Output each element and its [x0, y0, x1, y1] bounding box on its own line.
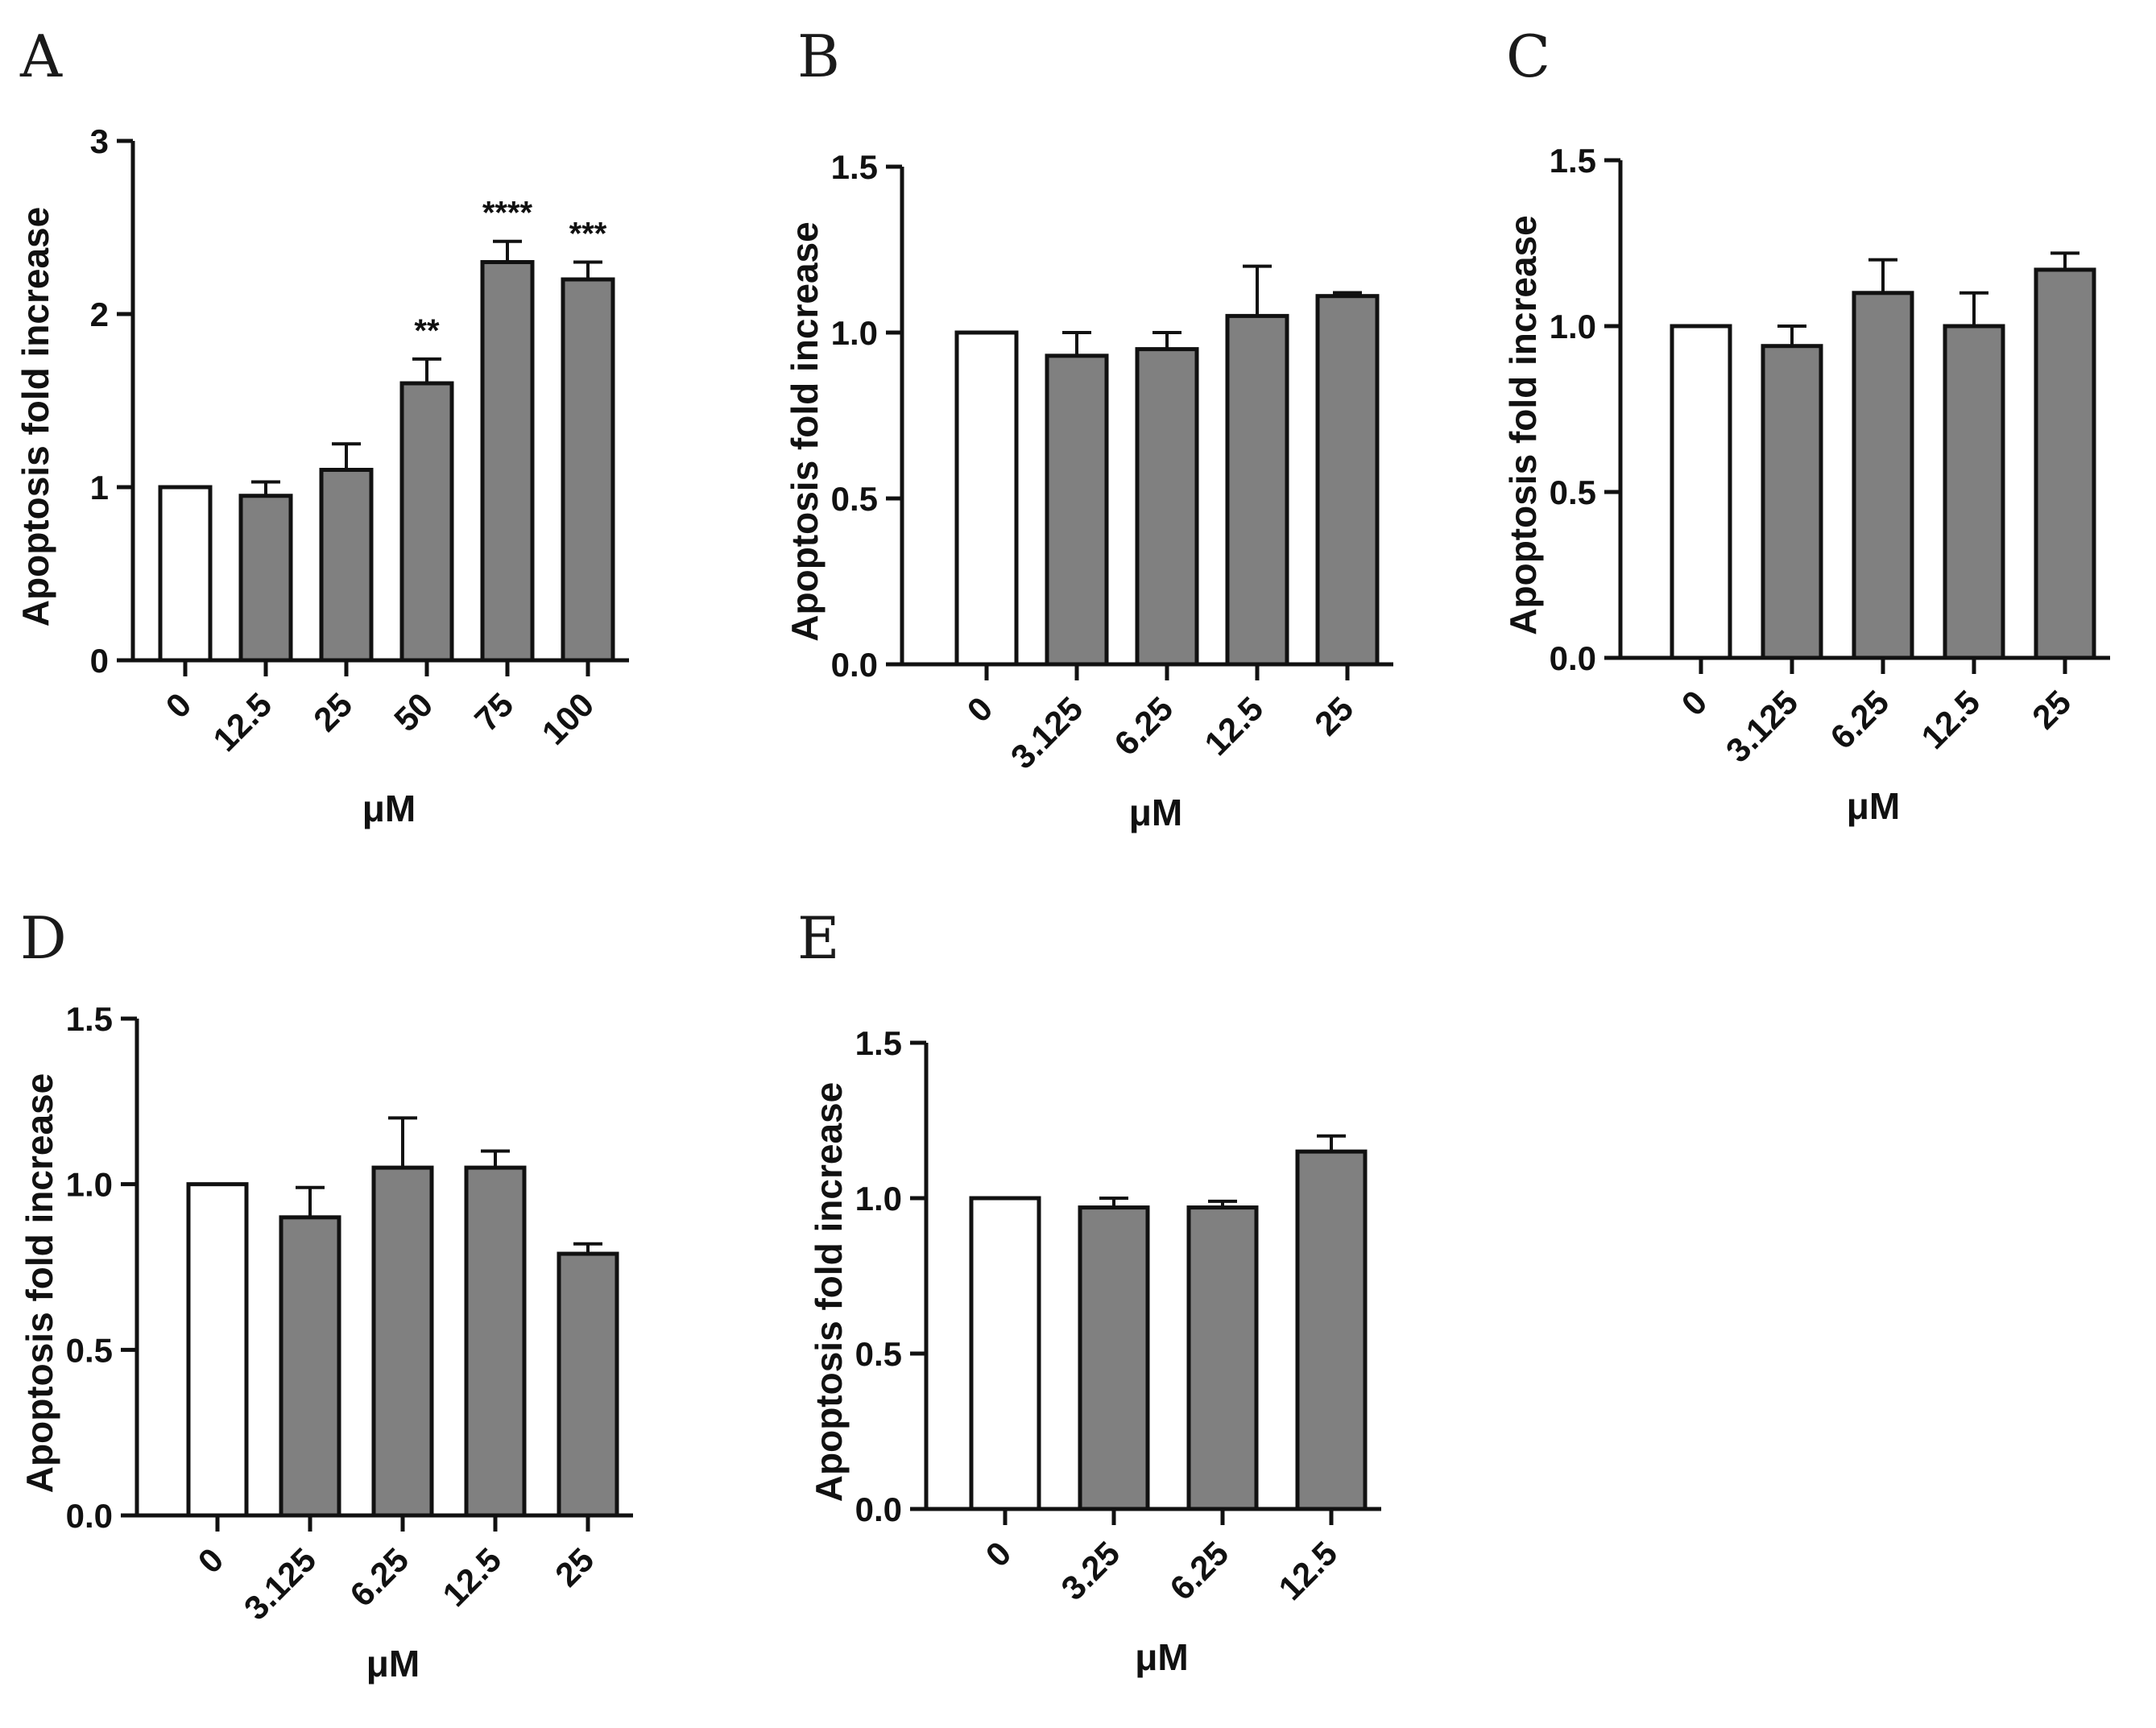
- bar-3.125: [279, 1215, 341, 1518]
- x-tick-label: 0: [1674, 683, 1715, 723]
- y-axis-title: Apoptosis fold increase: [1502, 215, 1544, 635]
- panel-letter: B: [797, 23, 840, 90]
- x-tick-label: 3.125: [237, 1540, 324, 1627]
- bar-12.5: [1943, 324, 2005, 660]
- bar-100: [561, 277, 615, 663]
- bar-75: [480, 260, 535, 663]
- x-tick-label: 100: [535, 685, 602, 752]
- y-tick-label: 1.0: [1550, 308, 1596, 345]
- chart-panel-d: D 0.0 0.5 1.0 1.5 0 3.125 6.25 12.5 25 μM Apoptosis…: [19, 904, 633, 1685]
- bar-6.25: [371, 1165, 434, 1518]
- y-tick-label: 0.5: [855, 1335, 902, 1373]
- bar-0: [954, 330, 1019, 667]
- x-tick-label: 3.125: [1004, 689, 1090, 776]
- bar-0: [186, 1182, 249, 1518]
- x-tick-label: 50: [387, 685, 440, 738]
- x-tick-label: 25: [1307, 689, 1360, 742]
- x-tick-label: 3.25: [1053, 1534, 1127, 1607]
- y-tick-label: 2: [90, 296, 109, 333]
- bar-6.25: [1852, 291, 1914, 660]
- y-axis-title: Apoptosis fold increase: [784, 221, 826, 641]
- bar-12.5: [1225, 313, 1289, 667]
- x-tick-label: 6.25: [1823, 683, 1896, 756]
- x-axis-title: μM: [1129, 792, 1182, 833]
- bar-50: [399, 381, 454, 663]
- x-tick-label: 0: [191, 1540, 231, 1581]
- y-tick-label: 1.0: [831, 314, 878, 352]
- y-axis-title: Apoptosis fold increase: [14, 207, 56, 626]
- x-tick-label: 12.5: [1914, 683, 1987, 756]
- x-tick-label: 0: [159, 685, 199, 726]
- y-tick-label: 0.0: [855, 1490, 902, 1528]
- bar-3.25: [1078, 1205, 1150, 1511]
- y-tick-label: 0.5: [831, 480, 878, 518]
- y-tick-label: 1.5: [831, 148, 878, 186]
- x-tick-label: 25: [548, 1540, 601, 1594]
- x-tick-label: 25: [306, 685, 359, 738]
- panel-letter: A: [19, 23, 63, 90]
- bar-12.5: [1295, 1149, 1368, 1511]
- bar-25: [319, 468, 374, 663]
- x-tick-label: 6.25: [1107, 689, 1180, 763]
- bar-25: [2034, 267, 2096, 660]
- x-tick-label: 12.5: [435, 1540, 508, 1614]
- bar-25: [557, 1251, 619, 1518]
- bar-12.5: [238, 494, 293, 663]
- x-tick-label: 75: [467, 685, 520, 738]
- x-tick-label: 12.5: [205, 685, 279, 759]
- x-tick-label: 6.25: [1162, 1534, 1235, 1607]
- bar-0: [969, 1196, 1041, 1511]
- y-tick-label: 3: [90, 122, 109, 160]
- y-tick-label: 0.0: [1550, 639, 1596, 677]
- chart-panel-e: E 0.0 0.5 1.0 1.5 0 3.25 6.25 12.5 μM Apoptosis fo…: [797, 904, 1381, 1678]
- x-tick-label: 6.25: [342, 1540, 416, 1614]
- significance-label: ***: [569, 217, 607, 252]
- chart-panel-c: C 0.0 0.5 1.0 1.5 0 3.125 6.25 12.5 25 μM Apoptosis…: [1502, 23, 2110, 827]
- y-tick-label: 0.5: [1550, 473, 1596, 511]
- bar-12.5: [464, 1165, 527, 1518]
- x-axis-title: μM: [362, 788, 416, 829]
- bar-0: [1670, 324, 1732, 660]
- bar-0: [158, 485, 213, 663]
- x-axis-title: μM: [1135, 1636, 1188, 1678]
- x-tick-label: 3.125: [1719, 683, 1806, 770]
- significance-label: **: [414, 313, 440, 349]
- y-tick-label: 1.5: [855, 1024, 902, 1062]
- y-tick-label: 1.0: [855, 1180, 902, 1217]
- y-tick-label: 0: [90, 642, 109, 680]
- y-axis-title: Apoptosis fold increase: [808, 1082, 850, 1502]
- significance-label: ****: [482, 196, 533, 231]
- y-tick-label: 0.0: [66, 1497, 113, 1535]
- y-tick-label: 1.5: [66, 1000, 113, 1038]
- x-axis-title: μM: [366, 1643, 420, 1685]
- x-tick-label: 12.5: [1271, 1534, 1344, 1607]
- panel-letter: C: [1506, 23, 1550, 90]
- bar-25: [1315, 294, 1380, 667]
- panel-letter: E: [797, 904, 840, 972]
- y-tick-label: 1.5: [1550, 142, 1596, 180]
- chart-panel-b: B 0.0 0.5 1.0 1.5 0 3.125 6.25 12.5 25 μM Apoptosis…: [784, 23, 1393, 833]
- x-tick-label: 0: [979, 1534, 1019, 1574]
- bar-3.125: [1045, 353, 1109, 667]
- bar-6.25: [1186, 1205, 1259, 1511]
- x-tick-label: 25: [2025, 683, 2078, 736]
- bar-3.125: [1761, 344, 1823, 660]
- x-tick-label: 12.5: [1197, 689, 1270, 763]
- x-tick-label: 0: [960, 689, 1000, 730]
- bar-6.25: [1135, 347, 1199, 667]
- x-axis-title: μM: [1847, 785, 1900, 827]
- y-tick-label: 1.0: [66, 1166, 113, 1204]
- y-tick-label: 0.5: [66, 1331, 113, 1369]
- y-axis-title: Apoptosis fold increase: [19, 1073, 60, 1493]
- y-tick-label: 0.0: [831, 646, 878, 684]
- y-tick-label: 1: [90, 469, 109, 506]
- panel-letter: D: [20, 904, 67, 972]
